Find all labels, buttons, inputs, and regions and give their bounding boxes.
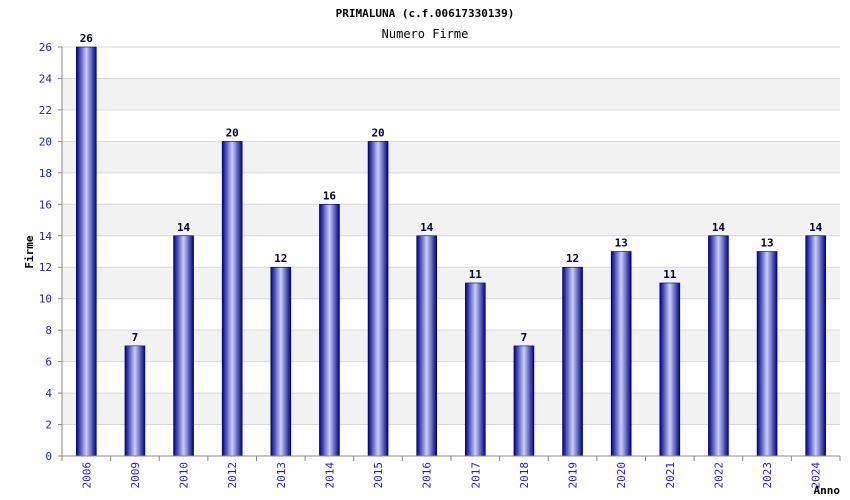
x-tick-label-2017: 2017 [469, 462, 482, 489]
y-tick-label: 18 [39, 167, 52, 180]
bar-2024 [805, 235, 826, 457]
x-tick-label-2023: 2023 [761, 462, 774, 489]
value-label-2010: 14 [177, 221, 191, 234]
bar-2023 [756, 251, 778, 457]
x-tick-label-2015: 2015 [372, 462, 385, 489]
y-tick-label: 20 [39, 135, 52, 148]
y-tick-label: 6 [45, 356, 52, 369]
chart-subtitle: Numero Firme [382, 27, 469, 41]
y-tick-label: 8 [45, 324, 52, 337]
value-label-2016: 14 [420, 221, 434, 234]
value-label-2015: 20 [371, 126, 384, 139]
bar-2015 [367, 141, 389, 457]
value-label-2022: 14 [712, 221, 726, 234]
y-tick-label: 12 [39, 261, 52, 274]
y-tick-label: 14 [39, 230, 53, 243]
x-tick-label-2014: 2014 [323, 462, 336, 489]
grid-band [62, 78, 840, 110]
y-tick-label: 16 [39, 198, 52, 211]
x-tick-label-2010: 2010 [178, 462, 191, 489]
value-label-2017: 11 [469, 268, 483, 281]
bar-2021 [659, 282, 681, 457]
bar-2006 [76, 46, 97, 457]
x-tick-label-2012: 2012 [226, 462, 239, 489]
value-label-2020: 13 [615, 237, 628, 250]
x-tick-label-2009: 2009 [129, 462, 142, 489]
value-labels: 26 7 14 20 12 16 20 14 11 7 12 13 11 14 13 14 [80, 32, 823, 344]
x-axis-label: Anno [814, 484, 841, 497]
bar-2016 [416, 235, 437, 457]
y-axis-label: Firme [23, 235, 36, 268]
bar-2012 [221, 141, 243, 457]
grid-band [62, 141, 840, 173]
value-label-2019: 12 [566, 252, 579, 265]
y-tick-label: 22 [39, 104, 52, 117]
value-label-2014: 16 [323, 189, 337, 202]
x-tick-label-2024: 2024 [810, 462, 823, 489]
y-tick-label: 24 [39, 72, 53, 85]
value-label-2018: 7 [521, 331, 528, 344]
x-tick-label-2022: 2022 [712, 462, 725, 489]
x-tick-label-2013: 2013 [275, 462, 288, 489]
value-label-2021: 11 [663, 268, 677, 281]
chart-title: PRIMALUNA (c.f.00617330139) [336, 7, 515, 20]
bar-2010 [173, 235, 194, 457]
grid-band [62, 204, 840, 236]
x-tick-label-2019: 2019 [567, 462, 580, 489]
y-tick-label: 0 [45, 450, 52, 463]
y-tick-label: 10 [39, 293, 52, 306]
bar-2017 [465, 282, 486, 457]
bar-2022 [708, 235, 729, 457]
x-axis-ticks: 2006 2009 2010 2012 2013 2014 2015 2016 2017 2018… [61, 456, 841, 489]
value-label-2012: 20 [226, 126, 239, 139]
bar-2009 [124, 345, 146, 457]
bar-2014 [319, 204, 340, 457]
bar-2018 [513, 345, 535, 457]
x-tick-label-2018: 2018 [518, 462, 531, 489]
y-tick-label: 2 [45, 419, 52, 432]
y-tick-label: 26 [39, 41, 52, 54]
bar-2013 [270, 266, 292, 457]
x-tick-label-2020: 2020 [615, 462, 628, 489]
bar-2019 [562, 266, 583, 457]
axes [61, 47, 840, 457]
value-label-2023: 13 [760, 237, 773, 250]
value-label-2013: 12 [274, 252, 287, 265]
x-tick-label-2021: 2021 [664, 462, 677, 489]
x-tick-label-2016: 2016 [421, 462, 434, 489]
x-tick-label-2006: 2006 [80, 462, 93, 489]
bar-2020 [610, 251, 632, 457]
value-label-2006: 26 [80, 32, 94, 45]
value-label-2024: 14 [809, 221, 823, 234]
y-tick-label: 4 [45, 387, 52, 400]
value-label-2009: 7 [132, 331, 139, 344]
